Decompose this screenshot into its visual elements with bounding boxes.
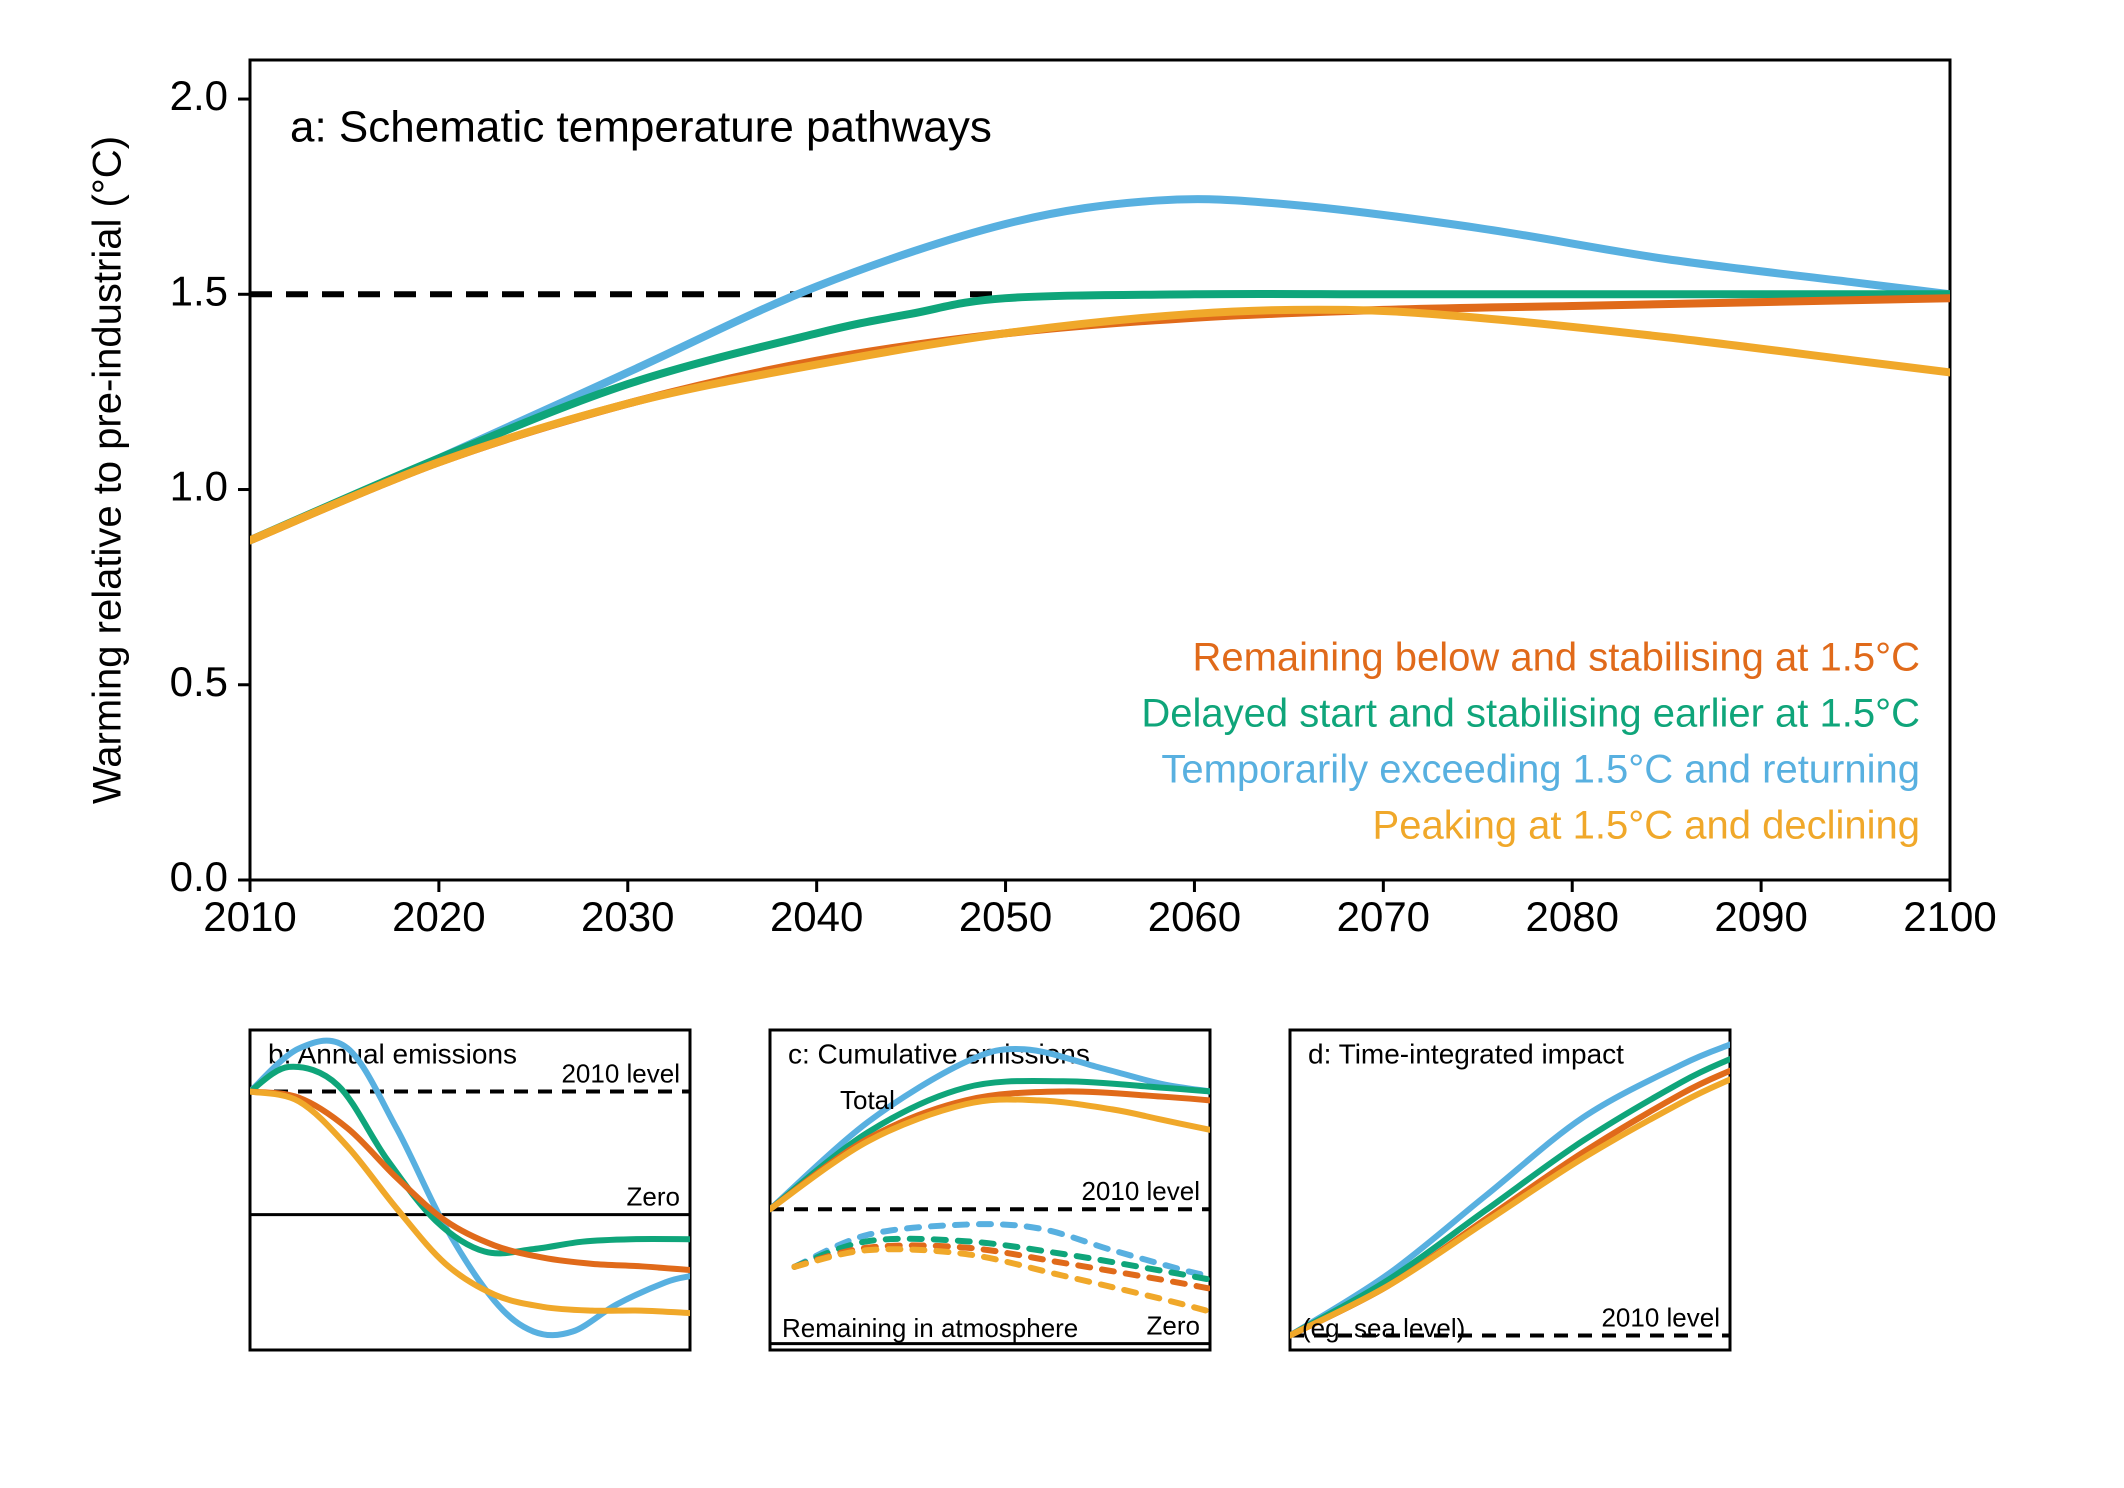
- panel-a-legend-item: Remaining below and stabilising at 1.5°C: [1192, 636, 1920, 680]
- figure-root: 0.00.51.01.52.02010202020302040205020602…: [0, 0, 2124, 1488]
- panel-a-legend-item: Peaking at 1.5°C and declining: [1373, 804, 1920, 848]
- xtick-label: 2100: [1903, 893, 1996, 940]
- panel-c-ref2010-label: 2010 level: [1081, 1176, 1200, 1206]
- xtick-label: 2040: [770, 893, 863, 940]
- panel-a-legend-item: Delayed start and stabilising earlier at…: [1141, 692, 1920, 736]
- xtick-label: 2080: [1526, 893, 1619, 940]
- xtick-label: 2090: [1714, 893, 1807, 940]
- panel-d-ref2010-label: 2010 level: [1601, 1302, 1720, 1332]
- xtick-label: 2050: [959, 893, 1052, 940]
- panel-d-footer: (eg. sea level): [1302, 1313, 1465, 1343]
- xtick-label: 2010: [203, 893, 296, 940]
- panel-b-zero-label: Zero: [627, 1181, 680, 1211]
- ytick-label: 2.0: [170, 72, 228, 119]
- figure-svg: 0.00.51.01.52.02010202020302040205020602…: [0, 0, 2124, 1488]
- xtick-label: 2030: [581, 893, 674, 940]
- xtick-label: 2070: [1337, 893, 1430, 940]
- panel-c-zero-label: Zero: [1147, 1310, 1200, 1340]
- panel-c-total-label: Total: [840, 1085, 895, 1115]
- panel-a-title: a: Schematic temperature pathways: [290, 103, 992, 152]
- panel-b-ref2010-label: 2010 level: [561, 1058, 680, 1088]
- ytick-label: 1.0: [170, 463, 228, 510]
- ytick-label: 1.5: [170, 267, 228, 314]
- panel-d-title: d: Time-integrated impact: [1308, 1038, 1624, 1069]
- panel-a-ylabel: Warming relative to pre-industrial (°C): [86, 136, 130, 804]
- panel-a-legend-item: Temporarily exceeding 1.5°C and returnin…: [1161, 748, 1920, 792]
- xtick-label: 2020: [392, 893, 485, 940]
- panel-c-remain-label: Remaining in atmosphere: [782, 1313, 1078, 1343]
- xtick-label: 2060: [1148, 893, 1241, 940]
- ytick-label: 0.5: [170, 658, 228, 705]
